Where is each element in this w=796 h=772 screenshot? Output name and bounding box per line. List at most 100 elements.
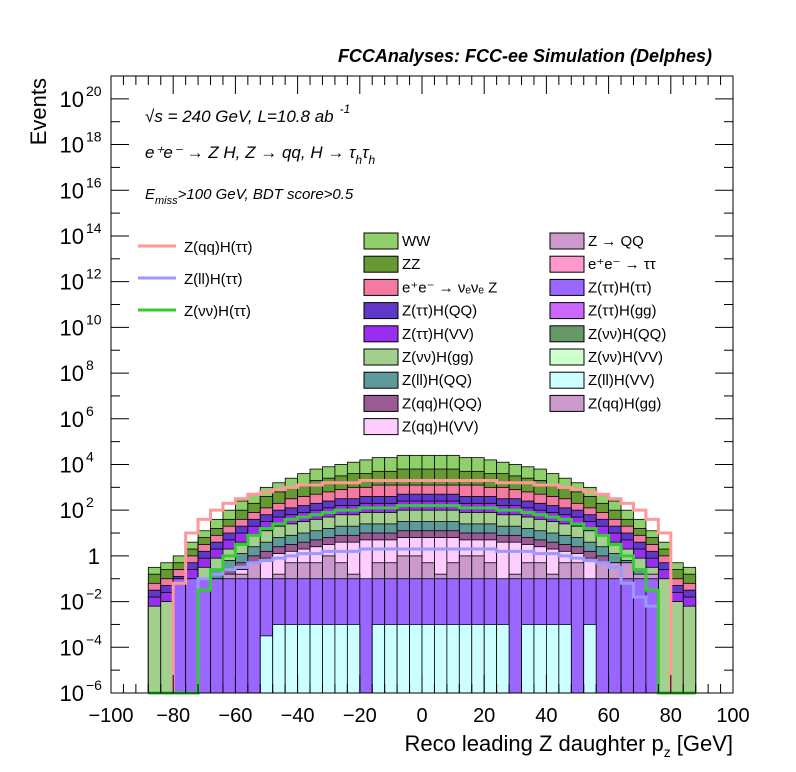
legend-swatch-z-qq [549,232,585,250]
bar-z-ll-h-vv-25 [458,624,473,694]
legend-label-ww: WW [402,233,431,250]
bar-z-ll-h-vv-28 [496,624,510,694]
bar-z-ll-h-vv-33 [558,624,572,694]
annotation-sqrt: √s [145,107,163,126]
legend-swatch-z-h-vv [549,348,585,366]
bar-z-h-38 [620,578,634,694]
bar-z-ll-h-vv-11 [284,624,299,694]
legend-swatch-z-ll-h-vv [549,371,585,389]
legend-swatch-z-qq-h-gg [549,394,585,412]
bar-z-ll-h-vv-18 [371,624,386,694]
bar-z-h-17 [359,578,373,694]
signal-z-h [148,504,696,695]
x-axis-label-main: Reco leading Z daughter p [404,731,663,756]
signal-layer [148,478,696,695]
bar-z-h-gg-43 [682,605,697,694]
legend-label-z-ll-h-vv: Z(ll)H(VV) [588,372,655,389]
bar-z-ll-h-vv-16 [346,624,361,694]
bar-z-h-37 [608,578,622,694]
x-axis-label: Reco leading Z daughter pz [GeV] [404,731,733,760]
annotation-energy-text: = 240 GeV, L=10.8 ab [163,107,334,126]
legend-swatch-e-e [549,255,585,273]
annotation-emiss-sub: miss [155,195,178,207]
bar-z-ll-h-vv-10 [272,624,286,694]
legend-swatch-z-qq-h-vv [363,418,399,436]
y-tick-label-exp-7: 8 [86,357,94,373]
y-tick-label-exp-5: 4 [86,448,94,464]
chart-title: FCCAnalyses: FCC-ee Simulation (Delphes) [338,46,712,66]
legend-label-z-ll-h-qq: Z(ll)H(QQ) [402,372,472,389]
bar-z-ll-h-vv-27 [483,624,498,694]
x-tick-label-10: 100 [716,705,749,727]
y-tick-label-exp-1: −4 [86,631,102,647]
y-tick-label-11: 10 [60,178,84,203]
legend-swatch-z-h-gg [549,302,585,320]
bar-z-h-36 [595,578,609,694]
legend-swatch-z-qq-h-qq [363,394,399,412]
legend-label-z-h-vv: Z(νν)H(VV) [588,349,663,366]
y-axis-label: Events [26,78,51,145]
legend-label-z-h-qq: Z(ττ)H(QQ) [402,303,477,320]
legend-swatch-z-h-vv [363,325,399,343]
x-tick-label-3: −40 [281,705,315,727]
x-tick-label-5: 0 [416,705,427,727]
y-tick-label-exp-10: 14 [86,220,102,236]
legend-label-zz: ZZ [402,256,420,273]
annotation-cuts-text: >100 GeV, BDT score>0.5 [178,186,354,203]
bar-z-ll-h-vv-31 [533,624,547,694]
legend-label-z-qq-h-gg: Z(qq)H(gg) [588,395,661,412]
legend-label-z-h-gg: Z(ττ)H(gg) [588,303,657,320]
bar-z-ll-h-vv-15 [334,624,348,694]
y-tick-label-exp-11: 16 [86,174,102,190]
legend-label-z-qq-h-vv: Z(qq)H(VV) [402,419,479,436]
annotation-emiss: E [145,186,156,203]
legend-label-z-h-qq: Z(νν)H(QQ) [588,326,666,343]
signal-z-ll-h [148,547,696,695]
x-tick-label-9: 80 [660,705,682,727]
y-tick-label-3: 1 [88,544,100,569]
y-tick-label-exp-9: 12 [86,266,102,282]
legend-swatch-z-ll-h-qq [363,371,399,389]
bar-z-ll-h-vv-21 [409,624,423,694]
y-tick-label-0: 10 [60,681,84,706]
bar-z-h-6 [222,578,236,694]
legend-swatch-e-e-z [363,278,399,296]
bar-z-ll-h-vv-22 [421,624,435,694]
x-tick-label-7: 40 [535,705,557,727]
x-tick-label-4: −20 [343,705,377,727]
svg-text:√s = 240 GeV, L=10.8 ab-1: √s = 240 GeV, L=10.8 ab -1 [145,102,350,126]
annotation-cuts: Emiss>100 GeV, BDT score>0.5 [145,186,354,207]
y-tick-label-exp-12: 18 [86,129,102,145]
legend-swatch-z-h [549,278,585,296]
y-tick-label-4: 10 [60,498,84,523]
x-tick-label-2: −60 [218,705,252,727]
bar-z-ll-h-vv-24 [446,624,460,694]
x-tick-label-6: 20 [473,705,495,727]
y-tick-label-12: 10 [60,133,84,158]
legend-swatch-z-h-qq [363,302,399,320]
annotation-process-sub-1: h [355,153,362,167]
legend-label-z-h: Z(ττ)H(ττ) [588,279,652,296]
bar-z-ll-h-vv-26 [471,624,485,694]
bar-z-h-gg-1 [160,601,174,694]
x-axis-label-unit: [GeV] [677,731,733,756]
y-tick-label-5: 10 [60,452,84,477]
annotation-process-sub-2: h [368,153,375,167]
legend-swatch-z-h-qq [549,325,585,343]
legend: Z(qq)H(ττ) Z(ll)H(ττ) Z(νν)H(ττ) WW ZZ e⁺e⁻ →… [138,232,666,436]
bar-z-h-4 [197,578,211,694]
bar-z-h-gg-41 [657,578,672,694]
bar-z-ll-h-vv-23 [434,624,448,694]
legend-label-z-ll-h: Z(ll)H(ττ) [184,271,243,288]
x-tick-label-8: 60 [597,705,619,727]
bar-z-ll-h-vv-20 [396,624,410,694]
y-tick-label-8: 10 [60,315,84,340]
legend-label-z-qq-h: Z(qq)H(ττ) [184,239,253,256]
bar-z-h-34 [570,578,585,694]
legend-swatch-ww [363,232,399,250]
y-tick-label-exp-4: 2 [86,494,94,510]
y-tick-label-exp-0: −6 [86,677,102,693]
y-tick-label-exp-6: 6 [86,403,94,419]
signal-z-qq-h [148,478,696,695]
bar-z-h-3 [185,578,199,694]
